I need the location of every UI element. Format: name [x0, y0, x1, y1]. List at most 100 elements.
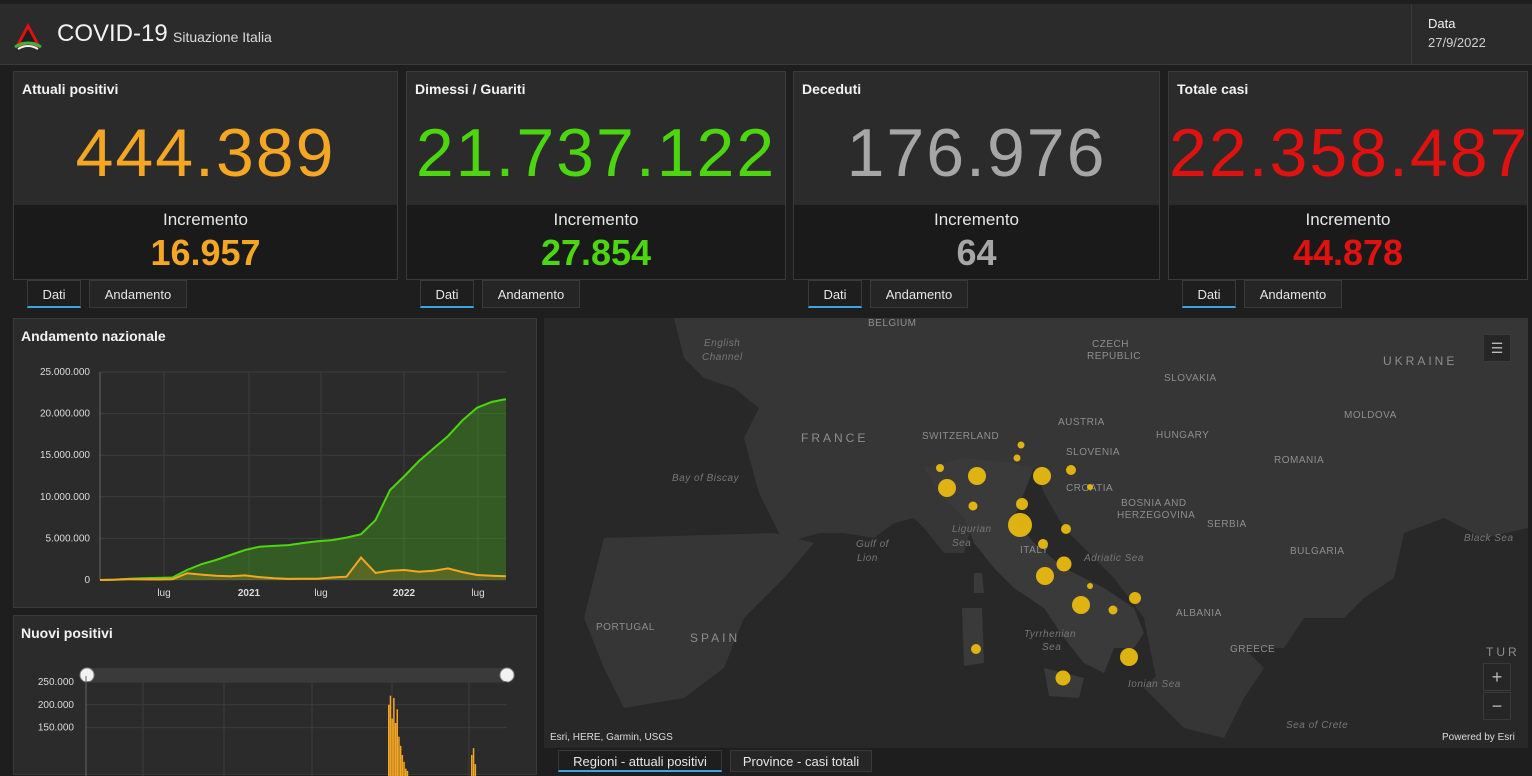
region-marker[interactable]	[1033, 467, 1051, 485]
region-marker[interactable]	[1038, 539, 1048, 549]
map-label: Black Sea	[1464, 533, 1514, 544]
region-marker[interactable]	[1072, 596, 1090, 614]
increment-value: 27.854	[540, 232, 652, 273]
x-tick-label: lug	[314, 588, 327, 599]
region-marker[interactable]	[1036, 567, 1054, 585]
region-marker[interactable]	[1061, 524, 1071, 534]
x-tick-label: lug	[157, 588, 170, 599]
logo-icon	[14, 23, 42, 50]
map-label: UKRAINE	[1383, 354, 1458, 368]
bar	[393, 697, 395, 776]
map-label: MOLDOVA	[1344, 410, 1397, 421]
legend-list-icon[interactable]: ☰	[1483, 334, 1511, 362]
map-label: ITALY	[1020, 545, 1049, 556]
card-value: 21.737.122	[415, 115, 777, 191]
tab-andamento[interactable]: Andamento	[482, 280, 580, 308]
map-label: CZECH	[1092, 339, 1129, 350]
map-label: SPAIN	[690, 631, 741, 645]
card-increment-panel: Incremento 44.878	[1169, 205, 1527, 279]
tab-dati[interactable]: Dati	[27, 280, 81, 308]
map-label: BELGIUM	[868, 318, 917, 329]
y-tick-label: 5.000.000	[46, 533, 91, 544]
card-increment-panel: Incremento 27.854	[407, 205, 785, 279]
map-label: SERBIA	[1207, 519, 1247, 530]
map-label: English	[704, 338, 741, 349]
increment-label: Incremento	[162, 210, 249, 229]
map-label: Channel	[702, 352, 743, 363]
map-label: PORTUGAL	[596, 622, 655, 633]
region-marker[interactable]	[936, 464, 944, 472]
region-marker[interactable]	[1016, 498, 1028, 510]
series-area	[100, 557, 506, 580]
map-label: FRANCE	[801, 431, 869, 445]
tab-dati[interactable]: Dati	[808, 280, 862, 308]
region-marker[interactable]	[1017, 441, 1025, 449]
map-label: SLOVAKIA	[1164, 373, 1217, 384]
region-marker[interactable]	[1008, 513, 1032, 537]
map-label: TUR	[1486, 645, 1520, 659]
y-tick-label: 200.000	[38, 700, 75, 711]
map-label: BOSNIA AND	[1121, 498, 1187, 509]
map-label: Sea	[952, 538, 972, 549]
tab-dati[interactable]: Dati	[1182, 280, 1236, 308]
map-label: Sea of Crete	[1286, 720, 1349, 731]
tab-dati[interactable]: Dati	[420, 280, 474, 308]
nuovi-positivi-panel: Nuovi positivi 250.000 200.000 150.000	[13, 615, 537, 776]
region-marker[interactable]	[1108, 605, 1118, 615]
tab-regioni-attuali-positivi[interactable]: Regioni - attuali positivi	[558, 750, 722, 772]
app-subtitle: Situazione Italia	[173, 29, 272, 45]
region-marker[interactable]	[968, 501, 978, 511]
map-attribution: Esri, HERE, Garmin, USGS	[550, 732, 673, 743]
map-label: ALBANIA	[1176, 608, 1222, 619]
increment-label: Incremento	[1305, 210, 1391, 229]
region-marker[interactable]	[1129, 592, 1141, 604]
card-title: Deceduti	[802, 81, 862, 97]
zoom-in-button[interactable]: +	[1483, 663, 1511, 691]
y-tick-label: 150.000	[38, 723, 75, 734]
zoom-out-button[interactable]: −	[1483, 692, 1511, 720]
bar	[401, 754, 404, 776]
region-marker[interactable]	[1087, 583, 1093, 589]
bar	[398, 736, 400, 776]
map-label: Tyrrhenian	[1024, 629, 1077, 640]
map-label: GREECE	[1230, 644, 1276, 655]
range-slider-handle[interactable]	[79, 667, 95, 683]
date-value: 27/9/2022	[1428, 35, 1486, 50]
y-tick-label: 15.000.000	[40, 450, 90, 461]
andamento-nazionale-panel: Andamento nazionale 25.000.000 20.000.000…	[13, 318, 537, 608]
range-slider-handle[interactable]	[499, 667, 515, 683]
bar	[474, 764, 477, 776]
region-marker[interactable]	[968, 467, 986, 485]
card-increment-panel: Incremento 16.957	[14, 205, 397, 279]
region-marker[interactable]	[938, 479, 956, 497]
tab-andamento[interactable]: Andamento	[870, 280, 968, 308]
map-label: Gulf of	[856, 539, 889, 550]
card-deceduti: Deceduti 176.976 Incremento 64	[793, 71, 1160, 280]
panel-title: Andamento nazionale	[21, 328, 166, 344]
tab-province-casi-totali[interactable]: Province - casi totali	[730, 750, 872, 772]
region-marker[interactable]	[1120, 648, 1138, 666]
map-label: BULGARIA	[1290, 546, 1345, 557]
map-label: Adriatic Sea	[1084, 553, 1144, 564]
region-marker[interactable]	[1056, 556, 1072, 572]
region-marker[interactable]	[1087, 484, 1093, 490]
region-marker[interactable]	[1013, 454, 1021, 462]
region-marker[interactable]	[971, 644, 981, 654]
app-header: COVID-19 Situazione Italia Data 27/9/202…	[0, 4, 1532, 65]
region-marker[interactable]	[1055, 670, 1071, 686]
map-label: HUNGARY	[1156, 430, 1210, 441]
map-label: AUSTRIA	[1058, 417, 1105, 428]
bar	[472, 748, 475, 776]
tab-andamento[interactable]: Andamento	[1244, 280, 1342, 308]
increment-value: 16.957	[150, 232, 261, 273]
tab-andamento[interactable]: Andamento	[89, 280, 187, 308]
powered-by-esri[interactable]: Powered by Esri	[1442, 732, 1515, 743]
map-label: HERZEGOVINA	[1117, 510, 1196, 521]
italy-map[interactable]: BELGIUM English Channel CZECH REPUBLIC S…	[544, 318, 1528, 748]
bar	[403, 761, 405, 776]
map-label: SLOVENIA	[1066, 447, 1121, 458]
map-label: Sea	[1042, 642, 1062, 653]
region-marker[interactable]	[1066, 465, 1076, 475]
y-tick-label: 25.000.000	[40, 367, 90, 378]
map-label: SWITZERLAND	[922, 431, 1000, 442]
